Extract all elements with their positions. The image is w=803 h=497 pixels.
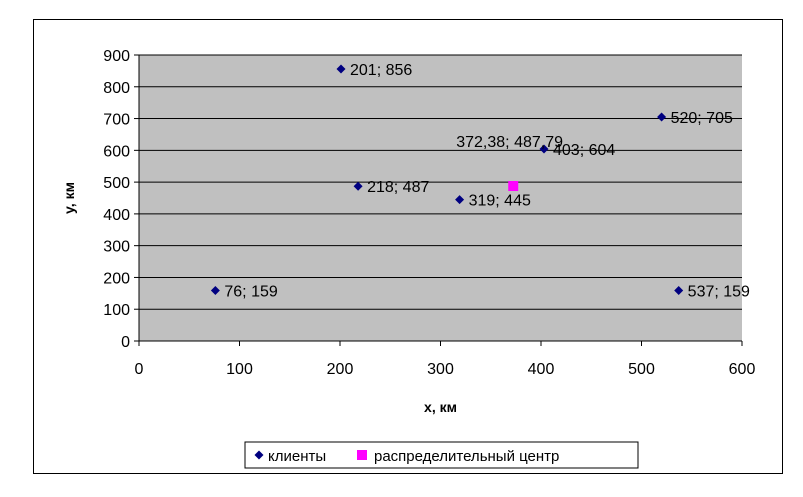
- legend: клиенты распределительный центр: [244, 441, 639, 469]
- y-tick-label: 0: [121, 334, 130, 351]
- data-point-client: [210, 285, 220, 295]
- legend-label-clients: клиенты: [268, 448, 326, 465]
- x-tick-label: 600: [729, 361, 756, 378]
- y-tick-label: 100: [103, 302, 130, 319]
- grid-lines: [139, 54, 742, 310]
- data-point-client: [657, 112, 667, 122]
- data-point-client: [455, 195, 465, 205]
- data-point-client: [674, 285, 684, 295]
- y-tick-label: 300: [103, 239, 130, 256]
- y-tick-label: 600: [103, 143, 130, 160]
- legend-marker-distribution-center: [357, 450, 367, 460]
- x-tick-label: 0: [135, 361, 144, 378]
- y-axis-title: y, км: [61, 182, 77, 214]
- x-tick-label: 100: [226, 361, 253, 378]
- y-tick-label: 500: [103, 175, 130, 192]
- y-tick-label: 800: [103, 80, 130, 97]
- y-axis-ticks: 0 100 200 300 400 500 600 700 800 900: [103, 48, 139, 351]
- data-label: 76; 159: [224, 283, 277, 300]
- x-axis-ticks: 0 100 200 300 400 500 600: [135, 341, 756, 378]
- y-tick-label: 400: [103, 207, 130, 224]
- x-tick-label: 200: [327, 361, 354, 378]
- data-label: 520; 705: [671, 110, 733, 127]
- data-point-client: [336, 64, 346, 74]
- data-label: 372,38; 487,79: [456, 134, 563, 151]
- y-tick-label: 700: [103, 112, 130, 129]
- data-label: 201; 856: [350, 62, 412, 79]
- plot-area: [139, 55, 742, 341]
- data-label: 319; 445: [469, 193, 531, 210]
- legend-marker-clients: [254, 450, 264, 460]
- x-tick-label: 300: [427, 361, 454, 378]
- data-label: 403; 604: [553, 142, 615, 159]
- data-label: 537; 159: [688, 283, 750, 300]
- legend-box: [244, 441, 639, 469]
- data-points: 201; 856 520; 705 403; 604 218; 487 319; 445…: [210, 62, 750, 300]
- x-tick-label: 500: [628, 361, 655, 378]
- x-tick-label: 400: [528, 361, 555, 378]
- y-tick-label: 200: [103, 270, 130, 287]
- data-point-distribution-center: [508, 180, 519, 191]
- data-label: 218; 487: [367, 179, 429, 196]
- legend-label-distribution-center: распределительный центр: [374, 448, 559, 465]
- data-point-client: [539, 144, 549, 154]
- x-axis-title: x, км: [424, 399, 457, 415]
- data-point-client: [353, 181, 363, 191]
- y-tick-label: 900: [103, 48, 130, 65]
